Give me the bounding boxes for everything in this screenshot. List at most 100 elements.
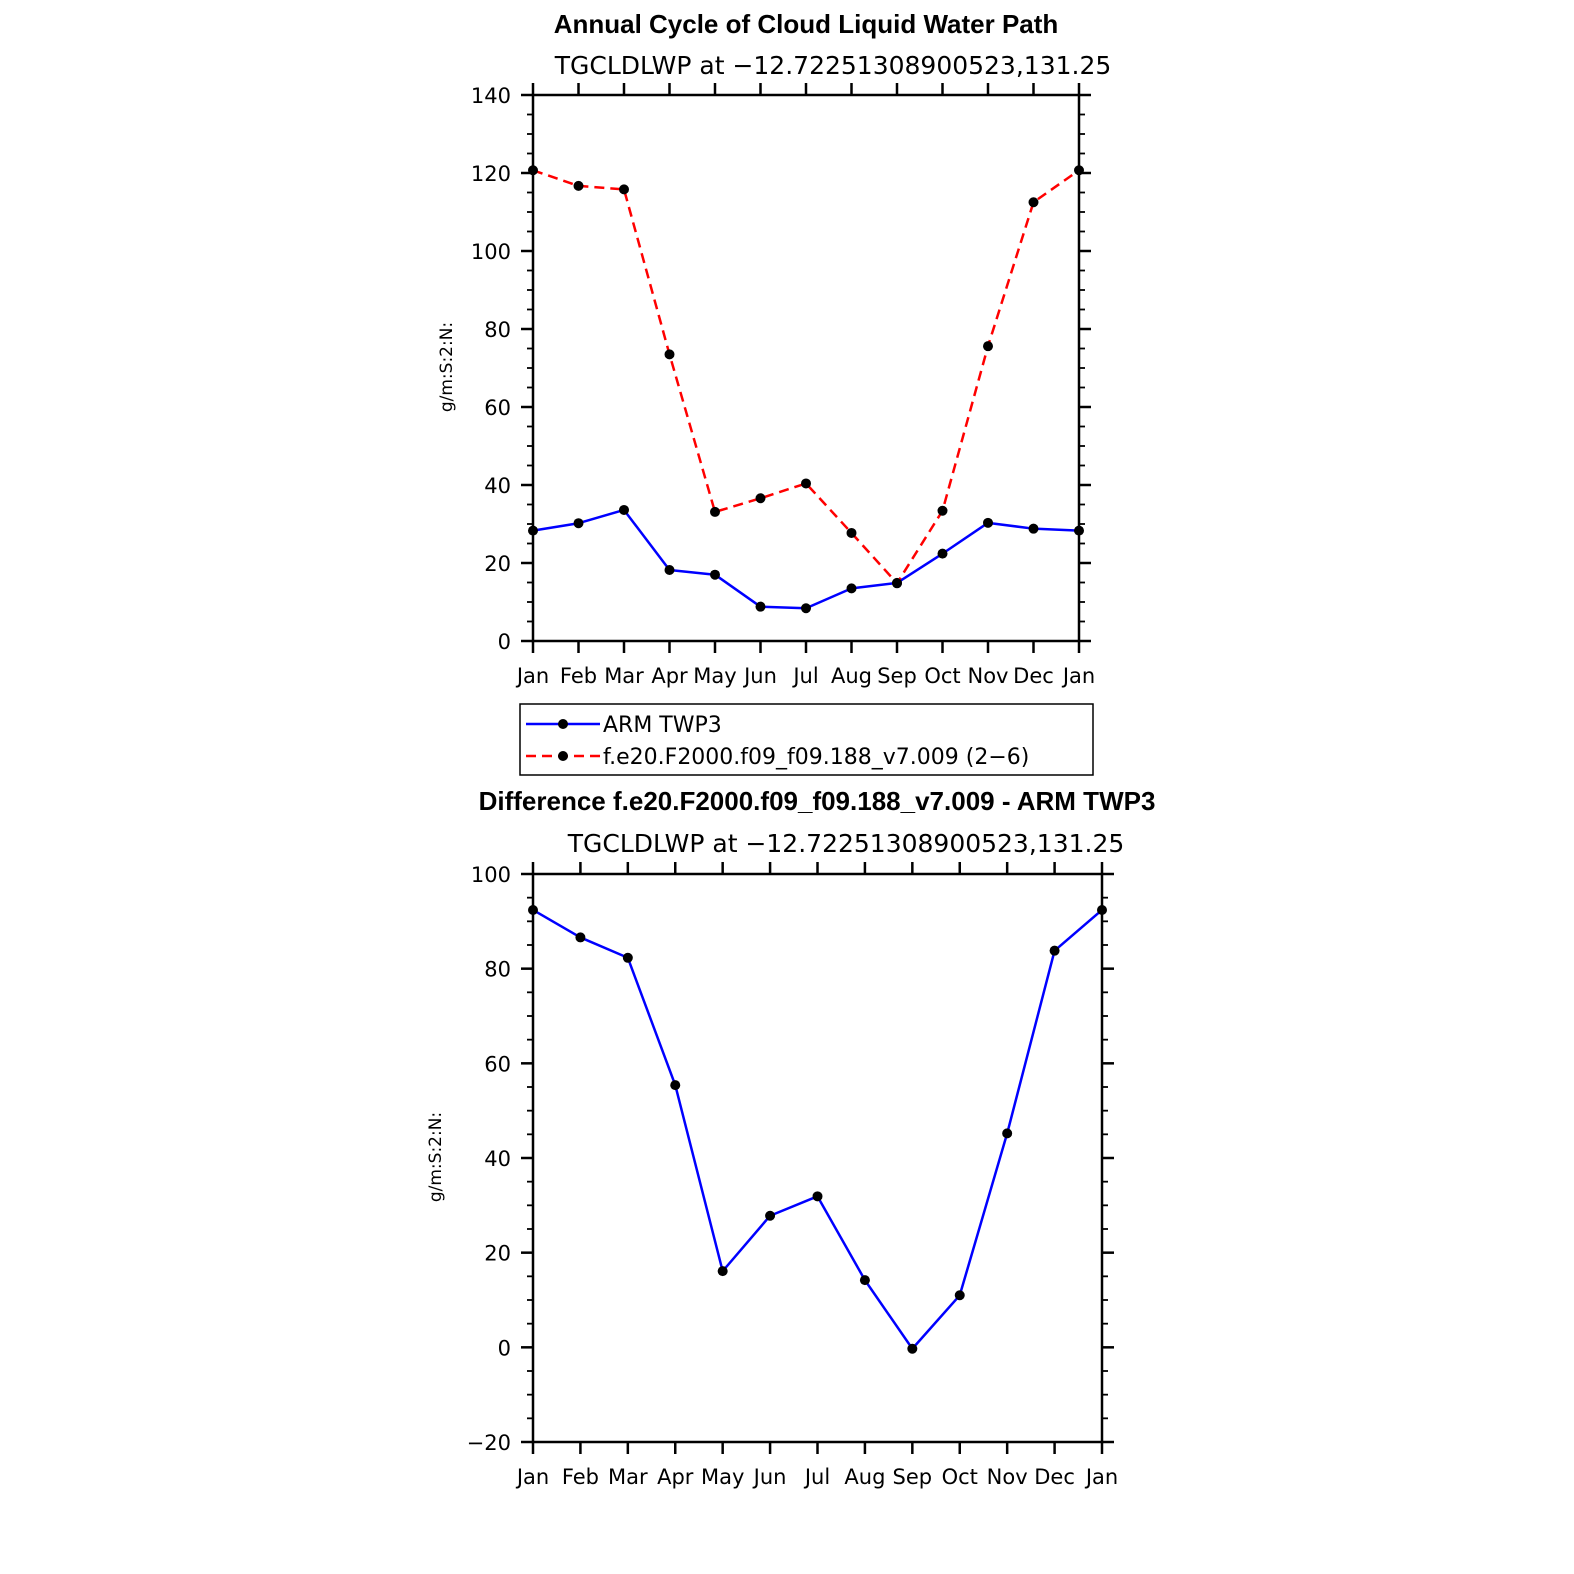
x-tick-label: Feb xyxy=(562,1465,599,1489)
bottom-plot-area: Jan Feb Mar Apr May Jun Jul Aug Sep Oct Nov Dec Jan−… xyxy=(467,862,1118,1489)
data-point xyxy=(528,525,538,536)
data-point xyxy=(528,165,538,176)
data-point xyxy=(664,349,675,360)
top-chart: Annual Cycle of Cloud Liquid Water Path … xyxy=(437,9,1112,776)
x-tick-label: Apr xyxy=(651,664,688,688)
legend-marker-arm xyxy=(558,719,568,729)
series-line-1 xyxy=(532,169,1080,585)
top-chart-subtitle: TGCLDLWP at −12.72251308900523,131.25 xyxy=(554,51,1112,80)
x-tick-label: Mar xyxy=(608,1465,648,1489)
bottom-chart: Difference f.e20.F2000.f09_f09.188_v7.00… xyxy=(426,786,1155,1489)
x-tick-label: Jan xyxy=(515,1465,549,1489)
data-point xyxy=(983,341,993,352)
x-tick-label: Jun xyxy=(742,664,777,688)
top-chart-title: Annual Cycle of Cloud Liquid Water Path xyxy=(554,9,1059,39)
data-point xyxy=(812,1191,823,1202)
data-point xyxy=(670,1080,681,1091)
y-tick-label: 100 xyxy=(471,240,511,264)
x-tick-label: Dec xyxy=(1013,664,1054,688)
data-point xyxy=(765,1210,776,1221)
data-point xyxy=(1097,904,1107,915)
data-point xyxy=(954,1290,965,1301)
data-point xyxy=(892,578,902,589)
top-chart-legend: ARM TWP3 f.e20.F2000.f09_f09.188_v7.009 … xyxy=(519,703,1094,776)
data-point xyxy=(801,478,811,489)
x-tick-label: Jul xyxy=(803,1465,830,1489)
data-point xyxy=(859,1275,870,1286)
data-point xyxy=(907,1343,918,1354)
data-point xyxy=(573,518,584,529)
y-tick-label: 60 xyxy=(484,1052,511,1076)
plot-frame xyxy=(531,872,1104,1444)
x-tick-label: Apr xyxy=(657,1465,694,1489)
y-tick-label: 120 xyxy=(471,162,511,186)
data-point xyxy=(937,505,948,516)
data-point xyxy=(1002,1128,1013,1139)
data-point xyxy=(1049,945,1060,956)
top-chart-ylabel: g/m:S:2:N: xyxy=(437,322,457,412)
data-point xyxy=(1028,523,1039,534)
data-point xyxy=(573,180,584,191)
data-point xyxy=(937,548,948,559)
y-tick-label: 0 xyxy=(498,630,511,654)
x-tick-label: Jan xyxy=(1084,1465,1118,1489)
data-point xyxy=(528,904,538,915)
data-point xyxy=(1074,165,1084,176)
data-point xyxy=(710,569,720,580)
legend-marker-model xyxy=(558,751,568,761)
y-tick-label: 140 xyxy=(471,84,511,108)
bottom-chart-title: Difference f.e20.F2000.f09_f09.188_v7.00… xyxy=(479,786,1156,816)
x-tick-label: Oct xyxy=(942,1465,978,1489)
bottom-chart-ylabel: g/m:S:2:N: xyxy=(426,1112,446,1202)
y-tick-label: 40 xyxy=(484,474,511,498)
bottom-chart-subtitle: TGCLDLWP at −12.72251308900523,131.25 xyxy=(567,829,1125,858)
x-tick-label: Dec xyxy=(1034,1465,1075,1489)
data-point xyxy=(1074,525,1084,536)
data-point xyxy=(575,932,586,943)
data-point xyxy=(801,603,811,614)
y-tick-label: 40 xyxy=(484,1147,511,1171)
y-tick-label: 80 xyxy=(484,958,511,982)
legend-label-model: f.e20.F2000.f09_f09.188_v7.009 (2−6) xyxy=(603,745,1029,770)
x-tick-label: Aug xyxy=(831,664,872,688)
data-point xyxy=(664,565,675,576)
data-point xyxy=(755,601,766,612)
data-point xyxy=(622,952,633,963)
y-tick-label: 20 xyxy=(484,1242,511,1266)
y-tick-label: 0 xyxy=(498,1336,511,1360)
plot-frame xyxy=(531,93,1081,643)
x-tick-label: Sep xyxy=(893,1465,933,1489)
x-tick-label: May xyxy=(701,1465,744,1489)
x-tick-label: Nov xyxy=(968,664,1009,688)
x-tick-label: Jan xyxy=(515,664,549,688)
data-point xyxy=(619,184,629,195)
y-tick-label: −20 xyxy=(467,1431,511,1455)
x-tick-label: Feb xyxy=(560,664,597,688)
x-tick-label: Jul xyxy=(791,664,818,688)
x-tick-label: Aug xyxy=(844,1465,885,1489)
data-point xyxy=(717,1266,728,1277)
legend-box xyxy=(519,703,1094,776)
y-tick-label: 60 xyxy=(484,396,511,420)
data-point xyxy=(1028,197,1039,208)
data-point xyxy=(619,504,629,515)
data-point xyxy=(846,583,857,594)
x-tick-label: May xyxy=(693,664,736,688)
x-tick-label: Oct xyxy=(924,664,960,688)
y-tick-label: 100 xyxy=(471,863,511,887)
x-tick-label: Nov xyxy=(987,1465,1028,1489)
data-point xyxy=(755,493,766,504)
series-line-0 xyxy=(532,508,1080,610)
y-tick-label: 80 xyxy=(484,318,511,342)
y-tick-label: 20 xyxy=(484,552,511,576)
data-point xyxy=(983,517,993,528)
x-tick-label: Jan xyxy=(1061,664,1095,688)
x-tick-label: Sep xyxy=(877,664,917,688)
x-tick-label: Mar xyxy=(604,664,644,688)
x-tick-label: Jun xyxy=(752,1465,787,1489)
data-point xyxy=(846,527,857,538)
legend-label-arm: ARM TWP3 xyxy=(603,713,722,738)
series-line-0 xyxy=(532,908,1103,1351)
data-point xyxy=(710,506,720,517)
